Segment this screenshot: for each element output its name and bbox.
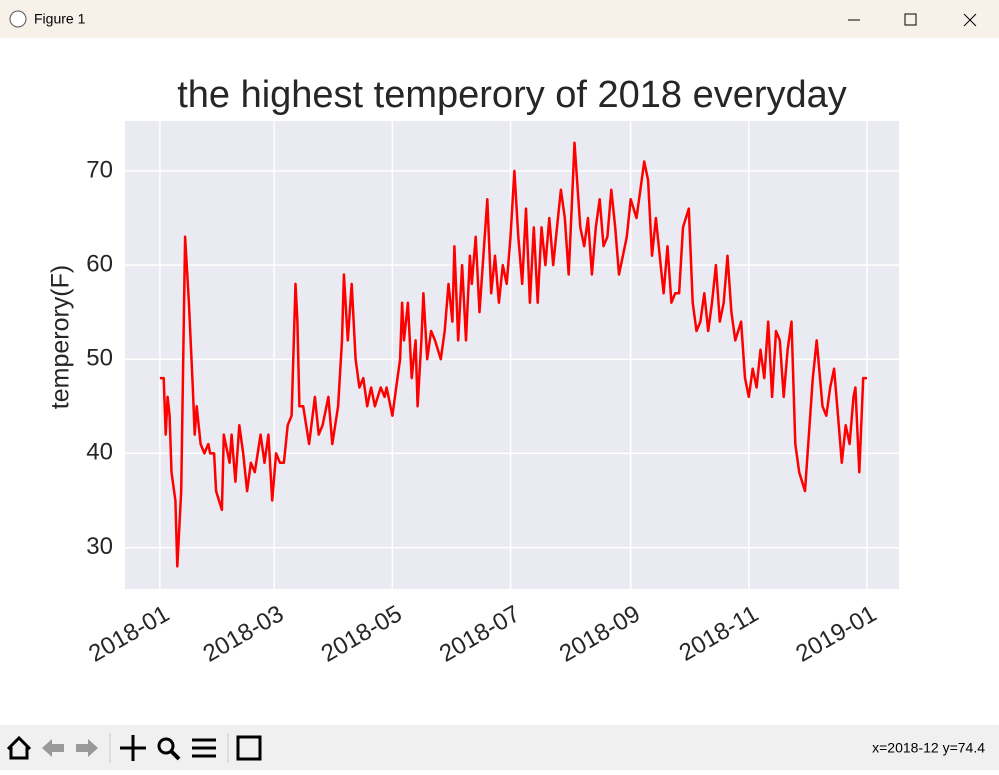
chart-title: the highest temperory of 2018 everyday — [177, 74, 847, 116]
close-button[interactable] — [963, 13, 977, 27]
title-bar-graphics: Figure 1 — [9, 10, 977, 28]
zoom-button[interactable] — [157, 737, 181, 761]
status-text: x=2018-12 y=74.4 — [872, 740, 985, 756]
x-tick-label: 2018-07 — [435, 600, 525, 667]
configure-button[interactable] — [192, 738, 216, 758]
y-axis-label: temperory(F) — [47, 265, 75, 409]
x-tick-label: 2018-05 — [317, 600, 407, 667]
x-tick-label: 2018-09 — [555, 600, 645, 667]
data-line — [159, 141, 867, 568]
x-tick-label: 2018-03 — [199, 600, 289, 667]
title-bar: Figure 1 — [0, 0, 999, 38]
back-button[interactable] — [42, 739, 64, 757]
home-button[interactable] — [6, 735, 32, 760]
forward-button[interactable] — [76, 739, 98, 757]
y-tick-label: 30 — [86, 533, 113, 560]
y-tick-label: 60 — [86, 250, 113, 277]
window-title: Figure 1 — [34, 11, 86, 27]
x-tick-label: 2018-11 — [675, 600, 763, 667]
x-tick-label: 2018-01 — [84, 600, 174, 667]
maximize-button[interactable] — [904, 13, 917, 26]
y-tick-label: 70 — [86, 156, 113, 183]
x-tick-label: 2019-01 — [791, 600, 881, 667]
pan-button[interactable] — [120, 735, 146, 761]
save-button[interactable] — [236, 735, 262, 761]
toolbar: x=2018-12 y=74.4 — [0, 725, 999, 770]
app-icon — [9, 10, 27, 28]
y-tick-label: 50 — [86, 345, 113, 372]
chart: the highest temperory of 2018 everyday t… — [47, 74, 899, 668]
y-tick-label: 40 — [86, 439, 113, 466]
toolbar-graphics: x=2018-12 y=74.4 — [6, 733, 985, 763]
